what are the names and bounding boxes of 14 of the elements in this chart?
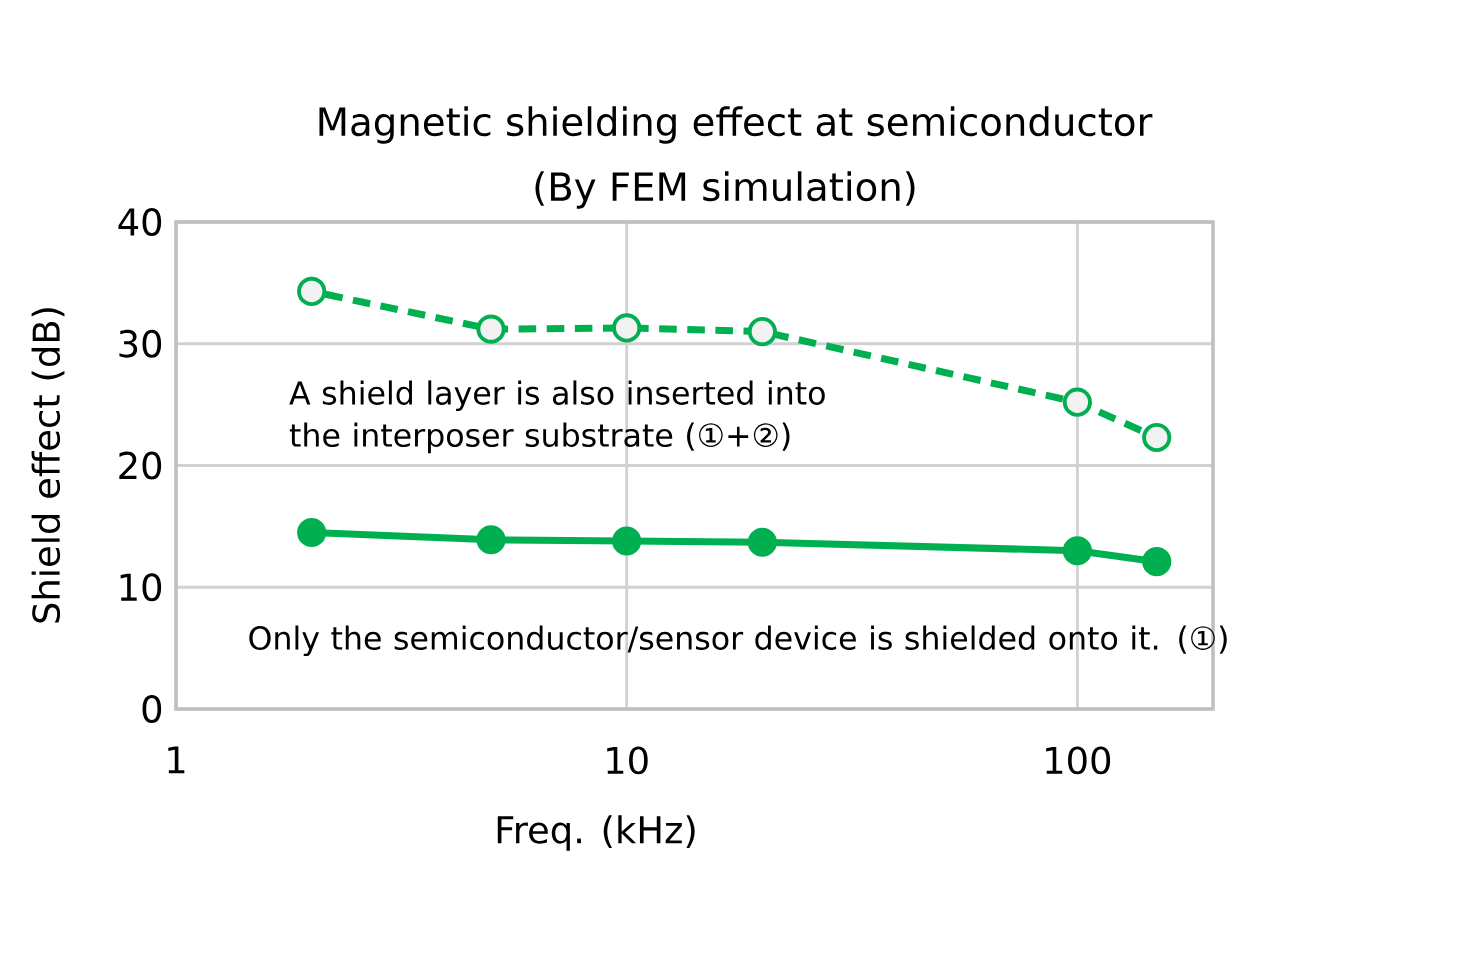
x-tick-label: 10 [607, 746, 648, 775]
y-tick-label: 10 [120, 573, 162, 602]
chart-subtitle: (By FEM simulation) [535, 171, 915, 209]
annotation: A shield layer is also inserted into the interposer substrate (①+②) [289, 380, 825, 454]
y-tick-label: 40 [118, 208, 162, 236]
chart-title: Magnetic shielding effect at semiconductor [319, 106, 1153, 144]
y-tick-label: 30 [119, 329, 162, 358]
x-tick-label: 100 [1046, 746, 1111, 775]
x-axis-title: Freq. (kHz) [497, 815, 695, 851]
y-tick-label: 0 [142, 695, 162, 723]
y-tick-label: 20 [119, 451, 162, 480]
y-axis-title: Shield effect (dB) [31, 308, 65, 623]
annotation: Only the semiconductor/sensor device is shielded onto it. (①) [249, 625, 1227, 657]
x-tick-label: 1 [168, 746, 185, 774]
